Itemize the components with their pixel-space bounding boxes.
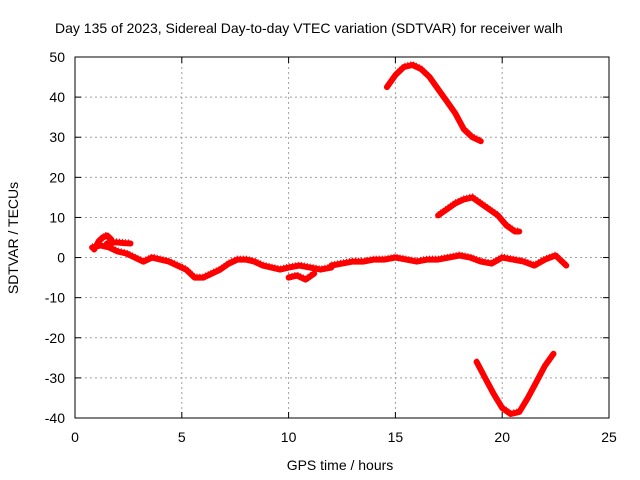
series-line-jitter-lower-arc <box>475 350 555 413</box>
x-tick-label: 0 <box>71 429 79 445</box>
series-line-jitter-bump-left <box>106 238 131 242</box>
y-tick-label: -20 <box>45 330 65 346</box>
series-line-jitter-baseline-early <box>91 241 332 276</box>
y-tick-label: 40 <box>49 89 65 105</box>
y-tick-label: 10 <box>49 209 65 225</box>
x-tick-label: 25 <box>601 429 617 445</box>
plot-frame <box>74 56 610 419</box>
y-tick-label: 50 <box>49 49 65 65</box>
series-line-jitter-upper-arc <box>386 60 482 140</box>
y-tick-label: 20 <box>49 169 65 185</box>
axis-ticks: 0 5 10 15 20 25 -40 -30 -20 -10 0 10 20 30 40 50 <box>45 49 617 445</box>
x-tick-label: 15 <box>388 429 404 445</box>
series-line-baseline-early <box>89 242 335 281</box>
y-tick-label: -10 <box>45 290 65 306</box>
x-tick-label: 20 <box>494 429 510 445</box>
x-tick-label: 10 <box>281 429 297 445</box>
y-tick-label: 0 <box>57 250 65 266</box>
series-line-jitter-baseline-late <box>331 251 567 264</box>
series-line-dip-10h <box>285 270 318 283</box>
series-line-jitter-middle-arc <box>437 193 520 230</box>
y-tick-label: -30 <box>45 370 65 386</box>
series-line-middle-arc <box>435 194 523 235</box>
series-line-spike-left <box>91 232 115 253</box>
series-line-lower-arc <box>473 350 557 417</box>
x-tick-label: 5 <box>178 429 186 445</box>
series-line-jitter-spike-left <box>93 231 112 247</box>
series-line-bump-left <box>104 239 134 247</box>
chart-title: Day 135 of 2023, Sidereal Day-to-day VTE… <box>55 20 563 36</box>
data-series-group <box>89 60 570 417</box>
y-tick-label: 30 <box>49 129 65 145</box>
y-tick-label: -40 <box>45 410 65 426</box>
y-axis-label: SDTVAR / TECUs <box>5 182 21 294</box>
series-line-baseline-late <box>328 252 570 269</box>
series-line-upper-arc <box>383 62 484 145</box>
grid <box>75 57 609 418</box>
x-axis-label: GPS time / hours <box>287 457 394 473</box>
